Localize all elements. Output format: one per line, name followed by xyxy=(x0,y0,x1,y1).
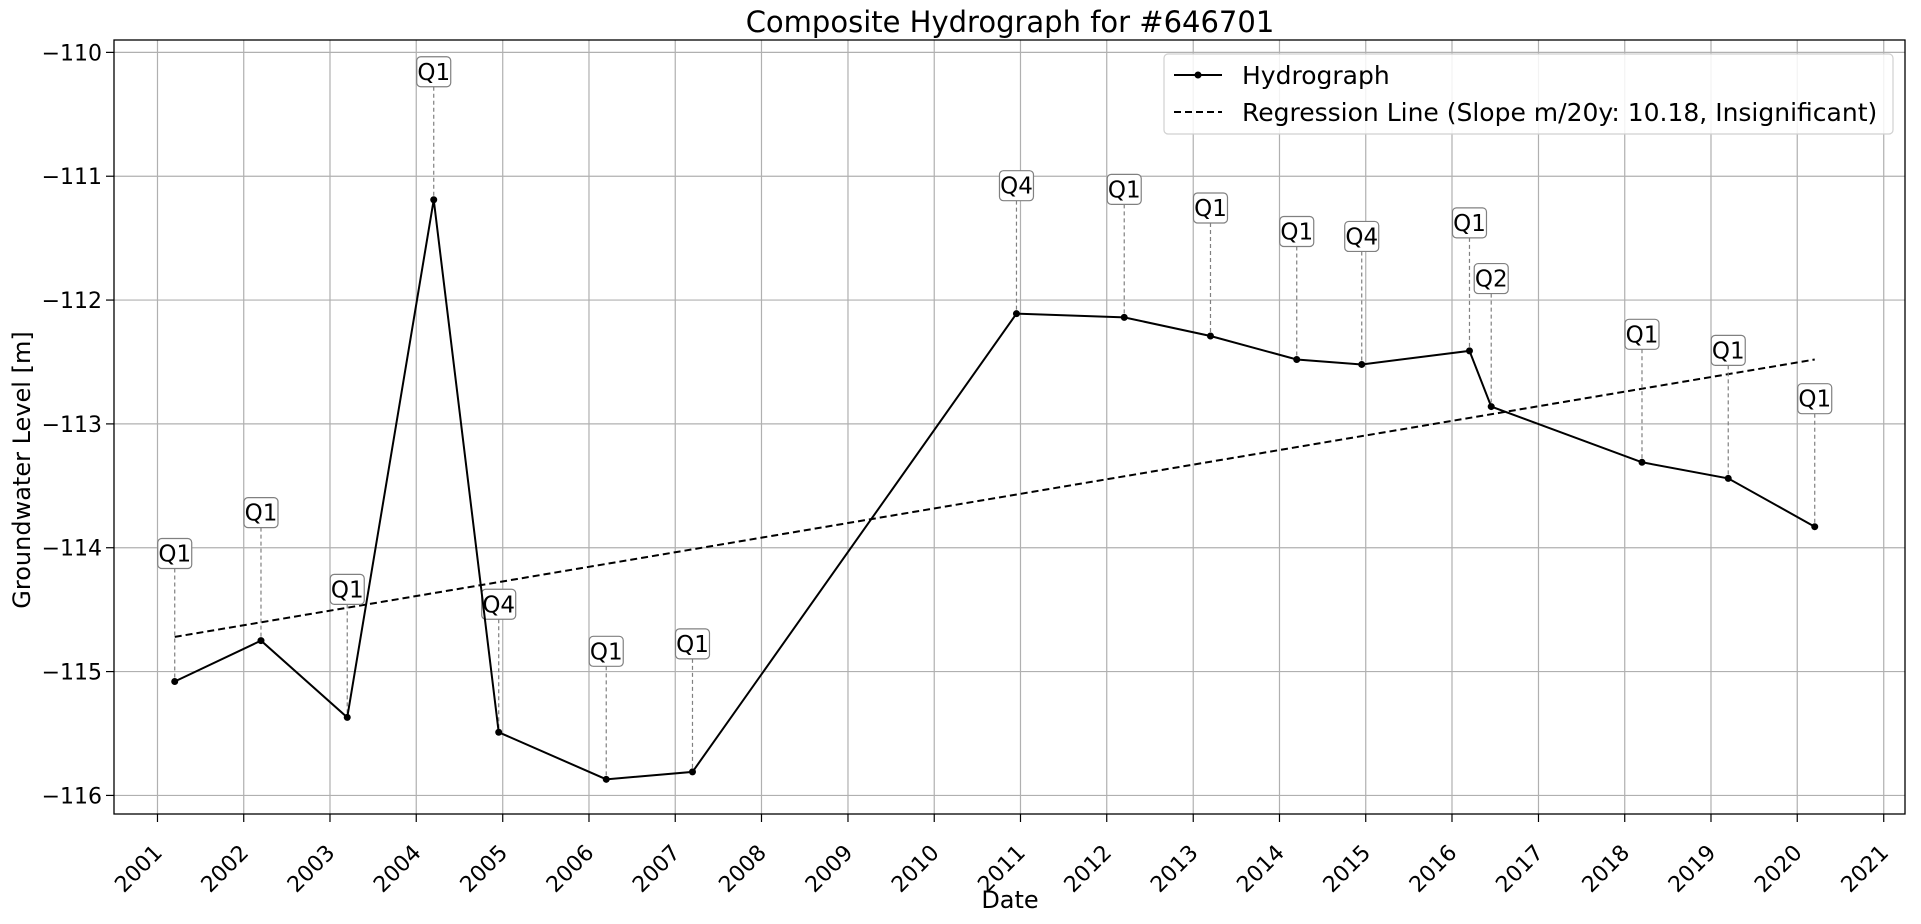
y-tick-label: −111 xyxy=(42,165,102,190)
annotation-box xyxy=(998,170,1035,202)
y-tick-label: −115 xyxy=(42,661,102,686)
hydrograph-point xyxy=(1120,313,1128,321)
annotation-box xyxy=(674,628,711,660)
annotation-box xyxy=(588,635,624,667)
hydrograph-point xyxy=(1358,360,1366,368)
annotation-box xyxy=(329,573,365,606)
annotation-box xyxy=(1710,334,1746,366)
hydrograph-point xyxy=(1811,523,1819,531)
y-tick-label: −112 xyxy=(42,289,102,314)
annotation-label: Q1 xyxy=(1108,177,1141,203)
annotation-box xyxy=(157,537,193,570)
axes: 2001 2002 2003 2004 2005 2006 2007 2008 2009 2010… xyxy=(42,39,1906,898)
annotation-box xyxy=(481,588,517,620)
annotation-label: Q1 xyxy=(1712,338,1745,364)
x-tick-label: 2004 xyxy=(369,841,426,898)
y-axis-label: Groundwater Level [m] xyxy=(8,331,36,608)
x-tick-label: 2013 xyxy=(1146,841,1203,898)
legend-hydrograph-marker xyxy=(1194,71,1202,79)
y-tick-label: −114 xyxy=(42,537,102,562)
x-tick-label: 2007 xyxy=(628,841,685,898)
x-tick-label: 2015 xyxy=(1319,841,1376,898)
hydrograph-point xyxy=(1638,458,1646,466)
x-tick-label: 2006 xyxy=(542,841,599,898)
annotation-label: Q2 xyxy=(1475,267,1508,293)
x-tick-label: 2014 xyxy=(1232,841,1289,898)
plot-frame xyxy=(113,39,1906,815)
annotation-label: Q1 xyxy=(1798,387,1831,413)
x-tick-label: 2020 xyxy=(1750,841,1807,898)
x-tick-label: 2003 xyxy=(283,841,340,898)
x-tick-label: 2009 xyxy=(801,841,858,898)
hydrograph-point xyxy=(1724,474,1732,482)
annotation-box xyxy=(1797,383,1833,415)
annotation-box xyxy=(1624,318,1660,350)
quarter-annotations: Q1 Q1 Q1 Q1 Q4 Q1 Q1 Q4 Q1 Q1 Q1 Q4 Q1 Q2 Q1 Q1 Q1 xyxy=(157,56,1833,780)
legend-regression-label: Regression Line (Slope m/20y: 10.18, Ins… xyxy=(1242,98,1877,127)
hydrograph-point xyxy=(688,768,696,776)
hydrograph-line xyxy=(174,199,1816,781)
x-tick-label: 2021 xyxy=(1837,841,1894,898)
y-tick-label: −110 xyxy=(42,41,102,66)
grid-lines xyxy=(114,40,1905,814)
annotation-label: Q1 xyxy=(417,60,450,86)
x-tick-label: 2019 xyxy=(1664,841,1721,898)
y-tick-label: −116 xyxy=(42,784,102,809)
annotation-label: Q1 xyxy=(590,639,623,665)
hydrograph-point xyxy=(1293,356,1301,364)
annotation-label: Q1 xyxy=(1194,196,1227,222)
hydrograph-point xyxy=(1012,310,1020,318)
x-tick-label: 2018 xyxy=(1578,841,1635,898)
annotation-label: Q1 xyxy=(676,632,709,658)
legend: Hydrograph Regression Line (Slope m/20y: … xyxy=(1163,53,1894,135)
annotation-label: Q4 xyxy=(1000,174,1033,200)
annotation-label: Q1 xyxy=(1453,211,1486,237)
hydrograph-point xyxy=(1487,403,1495,411)
x-tick-label: 2002 xyxy=(197,841,254,898)
annotation-box xyxy=(1451,207,1488,239)
annotation-label: Q1 xyxy=(331,577,364,603)
x-tick-label: 2010 xyxy=(887,841,944,898)
annotation-label: Q4 xyxy=(482,592,515,618)
legend-box xyxy=(1163,53,1894,135)
annotation-box xyxy=(1473,262,1509,295)
hydrograph-point xyxy=(602,775,610,783)
annotation-label: Q4 xyxy=(1345,224,1378,250)
annotation-box xyxy=(1344,220,1380,253)
x-axis-label: Date xyxy=(981,886,1038,914)
annotation-label: Q1 xyxy=(158,541,191,567)
hydrograph-point xyxy=(430,196,438,204)
annotation-box xyxy=(1106,173,1142,206)
chart-title: Composite Hydrograph for #646701 xyxy=(746,5,1275,39)
y-tick-label: −113 xyxy=(42,413,102,438)
annotation-label: Q1 xyxy=(1280,220,1313,246)
hydrograph-markers xyxy=(171,196,1819,783)
annotation-box xyxy=(1279,215,1315,248)
annotation-box xyxy=(243,497,279,529)
hydrograph-point xyxy=(1206,332,1214,340)
regression-line xyxy=(174,358,1815,638)
x-tick-label: 2012 xyxy=(1060,841,1117,898)
hydrograph-point xyxy=(495,728,503,736)
x-tick-label: 2017 xyxy=(1491,841,1548,898)
annotation-box xyxy=(416,56,452,88)
x-tick-label: 2005 xyxy=(456,841,513,898)
legend-hydrograph-label: Hydrograph xyxy=(1242,61,1390,90)
annotation-box xyxy=(1192,192,1229,224)
hydrograph-point xyxy=(343,713,351,721)
annotation-label: Q1 xyxy=(1626,322,1659,348)
hydrograph-point xyxy=(257,637,265,645)
annotation-label: Q1 xyxy=(245,501,278,527)
x-tick-label: 2001 xyxy=(110,841,167,898)
hydrograph-point xyxy=(1465,347,1473,355)
x-tick-label: 2016 xyxy=(1405,841,1462,898)
x-tick-label: 2008 xyxy=(714,841,771,898)
hydrograph-point xyxy=(171,677,179,685)
